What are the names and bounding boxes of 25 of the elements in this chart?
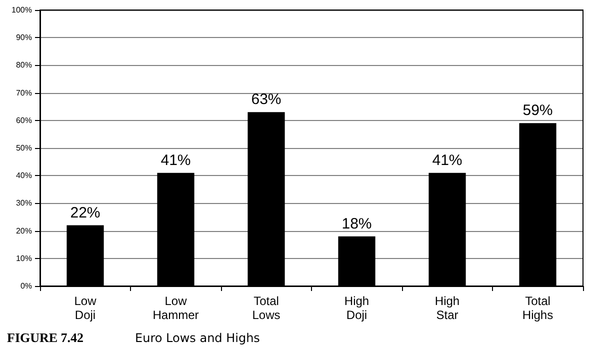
y-tick-label: 90% — [16, 33, 32, 42]
text: Euro Lows and Highs — [135, 331, 260, 345]
data-label: 18% — [342, 215, 372, 232]
data-label: 41% — [432, 152, 462, 169]
text: FIGURE 7.42 — [7, 330, 84, 345]
y-tick-label: 60% — [16, 116, 32, 125]
y-tick-label: 30% — [16, 198, 32, 208]
x-tick-label: Low Doji — [74, 294, 97, 322]
y-tick-label: 20% — [16, 226, 32, 236]
y-tick-label: 0% — [20, 282, 32, 290]
x-tick-label: High Star — [434, 294, 460, 322]
x-tick-label: Total Highs — [522, 294, 554, 322]
y-tick-label: 100% — [12, 6, 32, 14]
data-label: 63% — [251, 91, 282, 108]
data-label: 41% — [160, 152, 191, 169]
x-tick-label: Total Lows — [252, 294, 280, 322]
x-tick-label: Low Hammer — [152, 294, 199, 322]
y-tick-label: 70% — [16, 88, 32, 98]
data-label: 22% — [70, 204, 100, 222]
y-tick-label: 80% — [16, 60, 32, 70]
data-label: 59% — [522, 102, 553, 120]
y-tick-label: 40% — [16, 171, 32, 180]
x-tick-label: High Doji — [344, 294, 370, 322]
y-tick-label: 50% — [16, 144, 32, 152]
y-tick-label: 10% — [16, 254, 32, 263]
